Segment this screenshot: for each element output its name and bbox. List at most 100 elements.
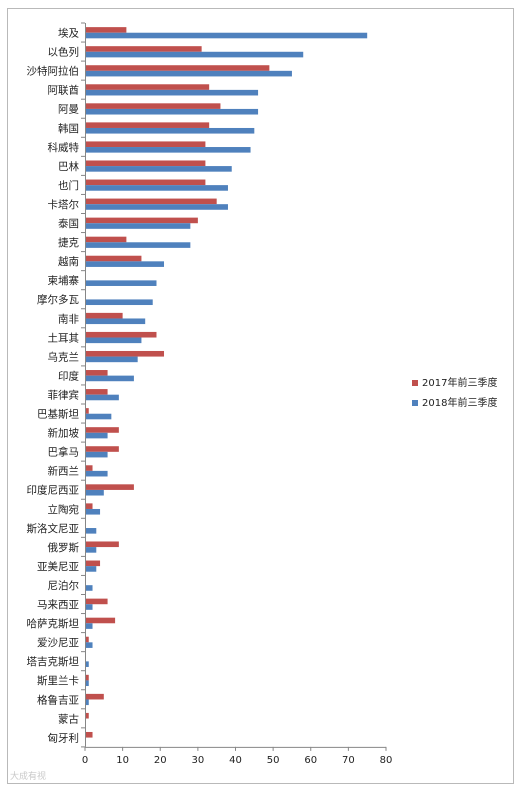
bar-2018-5 bbox=[85, 127, 255, 134]
category-label: 柬埔寨 bbox=[48, 274, 80, 287]
bar-2018-7 bbox=[85, 166, 232, 172]
bar-2017-16 bbox=[85, 331, 157, 338]
bar-2017-18 bbox=[85, 370, 108, 376]
bar-2017-4 bbox=[85, 103, 221, 109]
category-label: 新西兰 bbox=[48, 465, 80, 478]
bar-2017-0 bbox=[85, 27, 127, 33]
category-label: 亚美尼亚 bbox=[37, 560, 79, 573]
bar-2018-22 bbox=[85, 451, 108, 458]
bar-2017-28 bbox=[85, 560, 101, 567]
category-label: 埃及 bbox=[58, 27, 79, 40]
bar-2018-34 bbox=[85, 680, 89, 687]
legend-swatch-2018 bbox=[412, 400, 418, 406]
x-tick-label: 0 bbox=[82, 755, 88, 766]
category-label: 阿联酋 bbox=[48, 84, 80, 97]
bar-2018-4 bbox=[85, 108, 259, 115]
bar-2017-30 bbox=[85, 598, 108, 605]
bar-2017-2 bbox=[85, 65, 270, 71]
bar-2018-14 bbox=[85, 299, 153, 306]
bar-2018-12 bbox=[85, 261, 165, 267]
category-label: 摩尔多瓦 bbox=[37, 293, 79, 306]
legend-label-2017: 2017年前三季度 bbox=[422, 376, 497, 389]
bar-2018-11 bbox=[85, 242, 191, 248]
category-label: 格鲁吉亚 bbox=[37, 693, 79, 706]
bar-2017-36 bbox=[85, 712, 89, 719]
bar-chart: 埃及以色列沙特阿拉伯阿联酋阿曼韩国科威特巴林也门卡塔尔泰国捷克越南柬埔寨摩尔多瓦… bbox=[27, 22, 497, 766]
bar-2017-17 bbox=[85, 350, 165, 357]
bar-2018-15 bbox=[85, 318, 146, 325]
bar-2018-0 bbox=[85, 32, 368, 39]
bar-2018-16 bbox=[85, 337, 142, 344]
bar-2017-15 bbox=[85, 312, 123, 319]
bar-2018-10 bbox=[85, 223, 191, 229]
category-label: 土耳其 bbox=[48, 331, 80, 344]
chart-frame: 埃及 以色列 沙特阿拉伯 阿联酋 阿曼 韩国 科威特 巴林 也门 卡塔尔 泰国 捷克 越南 柬埔寨 摩尔多瓦… bbox=[7, 8, 514, 784]
x-tick-label: 20 bbox=[154, 755, 167, 766]
bar-2017-7 bbox=[85, 160, 206, 167]
bar-2018-8 bbox=[85, 185, 228, 191]
bar-2017-6 bbox=[85, 141, 206, 148]
bar-2017-9 bbox=[85, 198, 217, 205]
category-label: 匈牙利 bbox=[48, 731, 80, 744]
bar-2017-27 bbox=[85, 541, 119, 548]
bar-2017-23 bbox=[85, 465, 93, 471]
bar-2018-2 bbox=[85, 70, 292, 77]
x-tick-label: 30 bbox=[192, 755, 205, 766]
bar-2017-19 bbox=[85, 389, 108, 395]
bar-2017-22 bbox=[85, 446, 119, 452]
bar-2018-35 bbox=[85, 699, 89, 706]
bar-2018-23 bbox=[85, 470, 108, 477]
bar-2018-29 bbox=[85, 585, 93, 591]
x-tick-label: 10 bbox=[116, 755, 129, 766]
bar-2018-9 bbox=[85, 204, 228, 210]
bar-2017-34 bbox=[85, 674, 89, 681]
category-label: 巴林 bbox=[58, 160, 79, 173]
bar-2018-21 bbox=[85, 432, 108, 439]
legend: 2017年前三季度 2018年前三季度 bbox=[412, 376, 497, 409]
category-label: 阿曼 bbox=[58, 104, 79, 116]
bar-2018-31 bbox=[85, 623, 93, 629]
bar-2017-20 bbox=[85, 408, 89, 414]
bar-2018-20 bbox=[85, 413, 112, 420]
bar-2017-32 bbox=[85, 636, 89, 643]
bar-2018-30 bbox=[85, 604, 93, 610]
category-label: 马来西亚 bbox=[37, 599, 79, 611]
bar-2017-12 bbox=[85, 255, 142, 262]
bar-2018-26 bbox=[85, 528, 97, 534]
bar-2017-25 bbox=[85, 503, 93, 509]
bar-2017-21 bbox=[85, 427, 119, 433]
category-label: 菲律宾 bbox=[48, 388, 80, 401]
category-label: 巴拿马 bbox=[48, 446, 80, 459]
x-tick-label: 40 bbox=[229, 755, 242, 766]
bar-2018-6 bbox=[85, 147, 251, 153]
category-label: 俄罗斯 bbox=[48, 541, 80, 554]
bar-2018-3 bbox=[85, 89, 259, 96]
legend-swatch-2017 bbox=[412, 380, 418, 386]
x-axis: 0 10 20 30 40 50 60 70 80 bbox=[81, 22, 392, 766]
bar-2018-28 bbox=[85, 566, 97, 572]
category-label: 新加坡 bbox=[48, 427, 80, 440]
bar-2018-19 bbox=[85, 394, 119, 401]
bar-2018-33 bbox=[85, 661, 89, 667]
category-label: 爱沙尼亚 bbox=[37, 636, 79, 649]
bar-2018-13 bbox=[85, 280, 157, 286]
category-label: 韩国 bbox=[58, 122, 79, 135]
category-label: 印度 bbox=[58, 369, 79, 382]
legend-label-2018: 2018年前三季度 bbox=[422, 396, 497, 409]
category-label: 斯洛文尼亚 bbox=[27, 522, 80, 535]
bar-2018-1 bbox=[85, 51, 304, 58]
category-label: 乌克兰 bbox=[48, 350, 80, 363]
category-label: 南非 bbox=[58, 312, 79, 325]
bar-2017-31 bbox=[85, 617, 116, 624]
category-label: 泰国 bbox=[58, 217, 79, 230]
bar-2018-18 bbox=[85, 375, 134, 382]
category-label: 以色列 bbox=[48, 46, 80, 59]
category-label: 卡塔尔 bbox=[48, 198, 80, 211]
bar-2018-17 bbox=[85, 356, 138, 363]
bar-2017-37 bbox=[85, 731, 93, 738]
bar-2017-8 bbox=[85, 179, 206, 186]
category-label: 沙特阿拉伯 bbox=[27, 65, 80, 78]
bar-2018-32 bbox=[85, 642, 93, 648]
category-label: 科威特 bbox=[48, 141, 80, 154]
category-label: 塔吉克斯坦 bbox=[27, 655, 80, 668]
